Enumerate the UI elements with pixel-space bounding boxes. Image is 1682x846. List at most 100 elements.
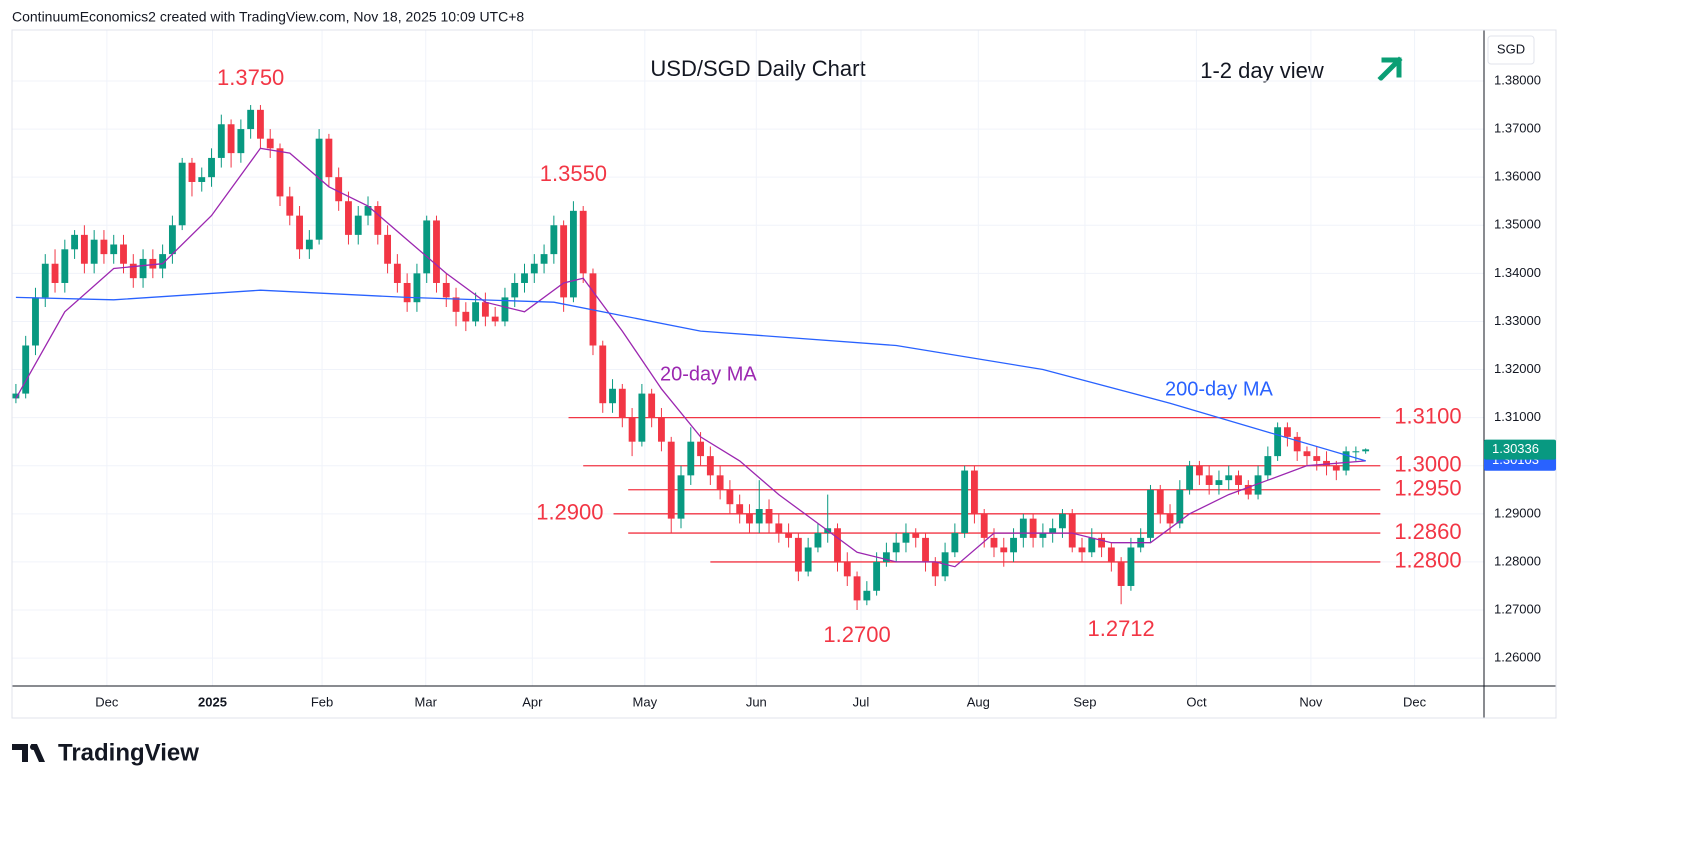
candle — [168, 215, 176, 264]
candle-body — [530, 263, 538, 274]
currency-box — [1487, 35, 1535, 65]
candle-body — [1362, 449, 1370, 452]
candle-body — [1117, 561, 1125, 586]
candle — [814, 523, 822, 553]
candle — [90, 230, 98, 274]
candle — [296, 206, 303, 259]
candle-body — [1088, 537, 1096, 553]
candle — [1156, 484, 1164, 524]
candle — [1029, 513, 1037, 548]
x-tick-label: Feb — [311, 694, 333, 709]
y-tick-label: 1.33000 — [1494, 313, 1541, 328]
candle-body — [41, 263, 49, 298]
candle — [257, 105, 264, 149]
candle-body — [765, 509, 773, 524]
candle — [1098, 533, 1105, 558]
candle-body — [814, 533, 822, 548]
candle — [423, 215, 431, 283]
candle-body — [1107, 547, 1115, 562]
candle — [198, 167, 206, 192]
candle-body — [491, 316, 499, 322]
candle — [706, 446, 714, 485]
candle — [599, 340, 607, 413]
candle — [1254, 465, 1262, 500]
candle — [227, 119, 235, 168]
candle-body — [61, 249, 69, 283]
candle — [403, 273, 411, 312]
candle — [1303, 446, 1311, 466]
candle — [902, 523, 910, 553]
y-tick-label: 1.31000 — [1494, 409, 1541, 424]
candle — [305, 230, 313, 259]
candle-body — [51, 263, 59, 283]
candle-body — [1186, 465, 1194, 490]
candle-body — [521, 273, 528, 283]
candle-body — [433, 220, 440, 283]
logo — [12, 744, 45, 762]
candle — [579, 206, 587, 283]
candle-body — [237, 129, 245, 154]
candle — [726, 480, 734, 514]
candle — [687, 427, 695, 485]
candle-body — [335, 177, 343, 202]
candle-body — [227, 124, 235, 154]
candle-body — [22, 345, 30, 394]
candle-body — [423, 220, 431, 274]
candle — [354, 206, 362, 245]
candle — [1264, 446, 1272, 481]
x-tick-label: Dec — [95, 694, 119, 709]
candle-body — [110, 244, 118, 255]
candle — [462, 302, 470, 332]
candle — [129, 254, 137, 288]
candle — [951, 523, 959, 558]
level-label: 1.2800 — [1394, 548, 1461, 573]
candle-body — [120, 244, 127, 264]
candle-body — [785, 533, 793, 538]
candle — [1342, 446, 1350, 476]
candle-body — [217, 124, 225, 158]
candle-body — [677, 475, 685, 519]
candle — [51, 249, 59, 293]
candle — [276, 143, 284, 207]
candle — [139, 249, 147, 288]
x-tick-label: 2025 — [198, 694, 227, 709]
candle-body — [569, 210, 577, 298]
candle-body — [599, 345, 607, 404]
candle-body — [658, 417, 665, 442]
x-tick-label: Aug — [967, 694, 990, 709]
candle — [736, 494, 744, 524]
candle — [667, 436, 675, 534]
candle-body — [1029, 518, 1037, 538]
candle-body — [305, 239, 313, 250]
candle — [618, 383, 626, 428]
candle-body — [481, 302, 489, 317]
y-tick-label: 1.36000 — [1494, 169, 1541, 184]
candle-body — [609, 388, 616, 404]
candle — [658, 408, 665, 452]
candle-body — [1244, 484, 1252, 495]
level-label: 1.2860 — [1394, 519, 1461, 544]
candle — [12, 383, 20, 404]
candle-body — [892, 542, 900, 553]
candle — [1323, 451, 1330, 476]
candle — [882, 542, 890, 567]
y-tick-label: 1.26000 — [1494, 650, 1541, 665]
candle — [843, 552, 851, 586]
candle-body — [804, 547, 812, 572]
candle-body — [1352, 451, 1360, 453]
candle-body — [1059, 513, 1066, 529]
x-tick-label: Sep — [1073, 694, 1096, 709]
candle-body — [384, 234, 392, 264]
candle-body — [345, 201, 352, 235]
candle-body — [697, 441, 704, 457]
candle — [325, 133, 333, 187]
candle-body — [1264, 456, 1272, 476]
candle-body — [1235, 475, 1242, 485]
candle-body — [90, 239, 98, 264]
arrow-icon — [1377, 56, 1403, 82]
candle-body — [579, 210, 587, 274]
candle — [208, 148, 215, 187]
candle-body — [32, 297, 39, 346]
candle-body — [100, 239, 108, 255]
